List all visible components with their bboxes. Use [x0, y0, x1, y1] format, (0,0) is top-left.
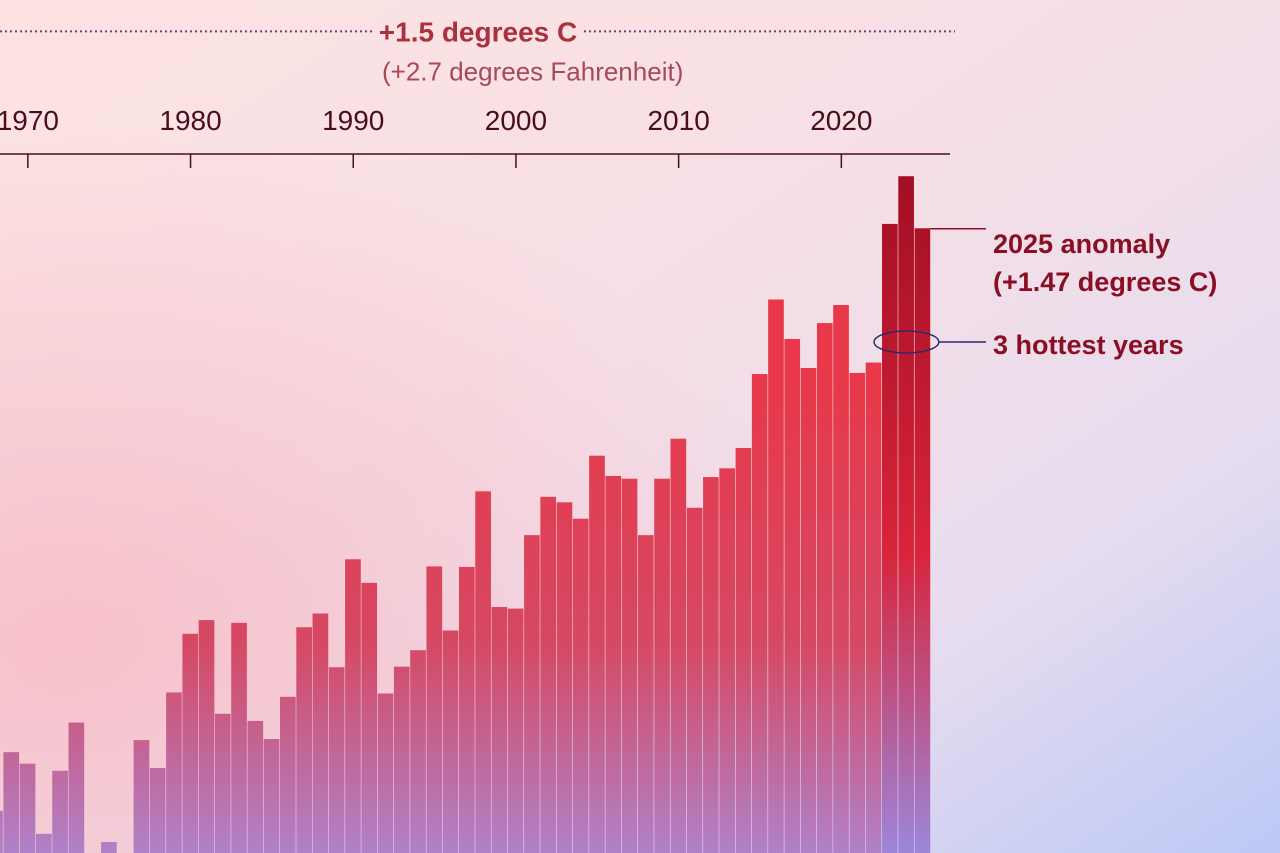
bar-2008 — [637, 535, 654, 853]
bar-2002 — [540, 496, 557, 853]
bar-2001 — [524, 535, 540, 853]
bar-2025 — [914, 228, 931, 853]
bar-2024 — [898, 176, 914, 853]
bar-1978 — [149, 768, 166, 853]
bar-2019 — [816, 323, 833, 853]
bar-1998 — [475, 491, 491, 853]
bar-2021 — [849, 372, 866, 853]
bar-2020 — [833, 305, 849, 853]
bar-1979 — [166, 692, 182, 853]
x-tick-label-1980: 1980 — [159, 105, 221, 136]
bar-2014 — [735, 448, 752, 853]
bar-1985 — [263, 739, 280, 853]
x-tick-label-2020: 2020 — [810, 105, 872, 136]
bar-1988 — [312, 613, 329, 853]
bar-1991 — [361, 582, 378, 853]
bar-1992 — [377, 693, 394, 853]
bar-2017 — [784, 338, 801, 853]
bar-2003 — [556, 502, 573, 853]
hottest-years-label: 3 hottest years — [993, 330, 1184, 360]
x-tick-label-2010: 2010 — [647, 105, 709, 136]
bar-1968 — [0, 810, 3, 853]
bar-1977 — [133, 740, 150, 853]
bar-2022 — [865, 362, 882, 853]
bar-1981 — [198, 620, 215, 853]
bar-2004 — [572, 518, 589, 853]
bar-1975 — [101, 842, 117, 853]
bar-2016 — [768, 299, 784, 853]
bars-group — [0, 176, 931, 853]
reference-line-sublabel: (+2.7 degrees Fahrenheit) — [382, 56, 683, 86]
anomaly-label-line-1: 2025 anomaly — [993, 229, 1170, 259]
anomaly-label-line-2: (+1.47 degrees C) — [993, 267, 1217, 297]
bar-2011 — [686, 507, 703, 853]
bar-1994 — [410, 650, 426, 853]
bar-1996 — [442, 630, 459, 853]
bar-1972 — [52, 770, 68, 853]
bar-1980 — [182, 633, 199, 853]
bar-1970 — [19, 763, 36, 853]
bar-2023 — [882, 223, 898, 853]
bar-2009 — [654, 478, 670, 853]
bar-1989 — [328, 667, 345, 853]
bar-2006 — [605, 475, 622, 853]
bar-1990 — [345, 559, 361, 853]
bar-2010 — [670, 438, 687, 853]
bar-1973 — [68, 722, 85, 853]
bar-1995 — [426, 566, 443, 853]
bar-2018 — [800, 368, 817, 853]
bar-2005 — [589, 455, 605, 853]
bar-2013 — [719, 468, 735, 853]
bar-2015 — [751, 374, 768, 853]
bar-1971 — [35, 833, 52, 853]
bar-1999 — [491, 606, 508, 853]
bar-2000 — [507, 608, 524, 853]
reference-line-label: +1.5 degrees C — [379, 16, 577, 47]
annotations-group: 2025 anomaly (+1.47 degrees C) 3 hottest y… — [873, 228, 1217, 360]
x-tick-label-1990: 1990 — [322, 105, 384, 136]
bar-1969 — [3, 752, 20, 853]
bar-2007 — [621, 478, 638, 853]
bar-1983 — [231, 622, 247, 853]
bar-1997 — [459, 566, 475, 853]
reference-line-group: +1.5 degrees C (+2.7 degrees Fahrenheit) — [0, 16, 955, 86]
bar-1993 — [393, 666, 410, 853]
bar-2012 — [703, 477, 719, 853]
x-tick-label-2000: 2000 — [485, 105, 547, 136]
bar-1982 — [214, 713, 231, 853]
x-axis: 1970 1980 1990 2000 2010 2020 — [0, 105, 950, 168]
bar-1986 — [280, 696, 296, 853]
x-tick-label-1970: 1970 — [0, 105, 59, 136]
bar-1984 — [247, 720, 264, 853]
bar-1987 — [296, 627, 312, 853]
